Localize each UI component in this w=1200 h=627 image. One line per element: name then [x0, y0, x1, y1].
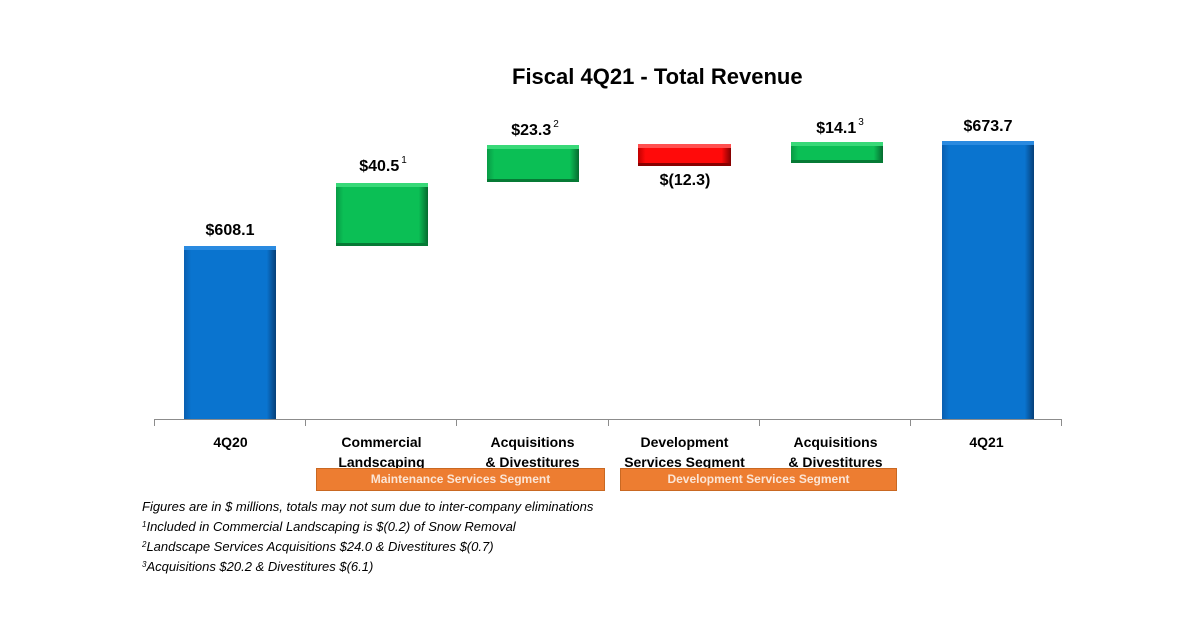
footnote-ref-2: 2	[553, 119, 559, 130]
category-label-maintenance-acquisitions: Acquisitions & Divestitures	[485, 434, 580, 470]
category-label-commercial-landscaping: Commercial Landscaping	[338, 434, 425, 470]
axis-tick	[910, 419, 911, 426]
bar-development-acquisitions	[791, 142, 883, 163]
footnotes: Figures are in $ millions, totals may no…	[142, 497, 593, 577]
footnote-ref-1: 1	[401, 155, 407, 166]
value-label-4q20: $608.1	[205, 222, 255, 239]
footnote-units: Figures are in $ millions, totals may no…	[142, 499, 594, 514]
bar-4q21	[942, 141, 1034, 419]
footnote-ref-3: 3	[858, 117, 864, 128]
axis-tick	[456, 419, 457, 426]
category-label-development-services: Development Services Segment	[624, 434, 745, 470]
value-label-development-services: $(12.3)	[659, 172, 711, 189]
category-label-development-acquisitions: Acquisitions & Divestitures	[788, 434, 883, 470]
category-label-4q20: 4Q20	[213, 434, 248, 450]
value-label-4q21: $673.7	[963, 118, 1013, 135]
value-label-commercial-landscaping: $40.5 1	[359, 155, 407, 175]
axis-tick	[1061, 419, 1062, 426]
development-services-segment-band: Development Services Segment	[620, 468, 897, 491]
axis-tick	[608, 419, 609, 426]
chart-title: Fiscal 4Q21 - Total Revenue	[512, 64, 803, 89]
value-label-maintenance-acquisitions: $23.3 2	[511, 119, 559, 139]
axis-tick	[759, 419, 760, 426]
value-label-development-acquisitions: $14.1 3	[816, 117, 864, 137]
maintenance-services-segment-band: Maintenance Services Segment	[316, 468, 605, 491]
footnote-1: 1Included in Commercial Landscaping is $…	[142, 519, 516, 534]
bar-commercial-landscaping	[336, 183, 428, 246]
bar-maintenance-acquisitions	[487, 145, 579, 182]
axis-tick	[154, 419, 155, 426]
footnote-3: 3Acquisitions $20.2 & Divestitures $(6.1…	[142, 559, 374, 574]
bar-development-services	[638, 144, 731, 166]
footnote-2: 2Landscape Services Acquisitions $24.0 &…	[142, 539, 494, 554]
axis-tick	[305, 419, 306, 426]
category-label-4q21: 4Q21	[969, 434, 1004, 450]
bar-4q20	[184, 246, 276, 419]
